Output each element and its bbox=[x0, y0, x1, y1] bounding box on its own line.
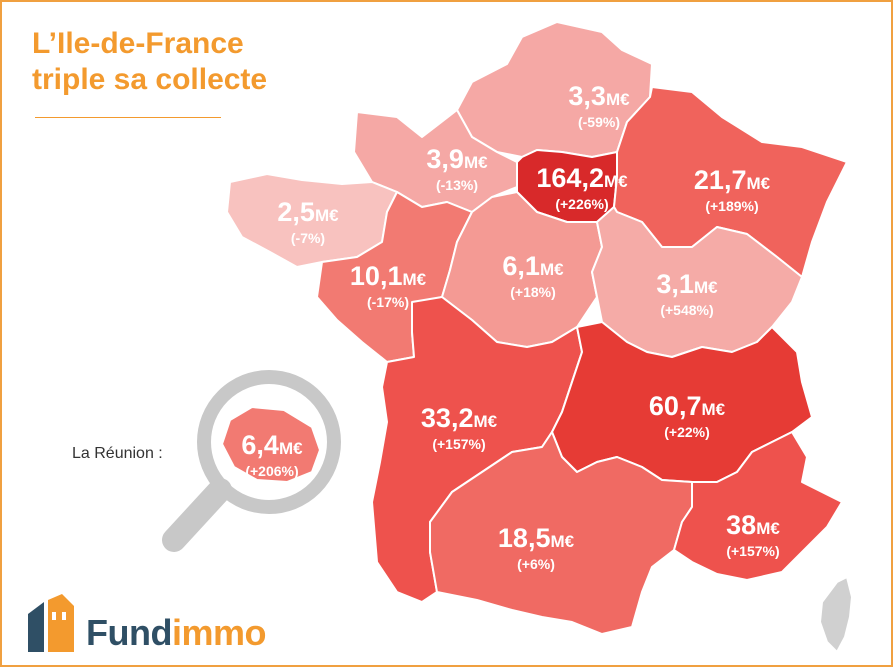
region-change-label: (+157%) bbox=[432, 436, 485, 452]
region-value-label: 6,4M€ bbox=[241, 430, 303, 460]
region-value-label: 6,1M€ bbox=[502, 251, 564, 281]
region-centre bbox=[441, 191, 603, 348]
region-change-label: (-17%) bbox=[367, 294, 409, 310]
fundimmo-logo-icon bbox=[28, 594, 74, 652]
brand-name-part1: Fund bbox=[86, 612, 172, 653]
region-change-label: (+157%) bbox=[726, 543, 779, 559]
region-occitanie bbox=[429, 431, 693, 635]
region-change-label: (+206%) bbox=[245, 463, 298, 479]
region-value-label: 164,2M€ bbox=[536, 163, 628, 193]
title-divider bbox=[35, 117, 221, 118]
region-value-label: 3,9M€ bbox=[426, 144, 488, 174]
reunion-label: La Réunion : bbox=[72, 445, 163, 462]
region-value-label: 10,1M€ bbox=[350, 261, 427, 291]
region-change-label: (+6%) bbox=[517, 556, 555, 572]
region-change-label: (+189%) bbox=[705, 198, 758, 214]
region-value-label: 2,5M€ bbox=[277, 197, 339, 227]
region-corse bbox=[819, 576, 853, 653]
region-change-label: (+548%) bbox=[660, 302, 713, 318]
magnifier-icon bbox=[162, 370, 341, 552]
region-value-label: 33,2M€ bbox=[421, 403, 498, 433]
region-value-label: 60,7M€ bbox=[649, 391, 726, 421]
region-value-label: 18,5M€ bbox=[498, 523, 575, 553]
region-value-label: 3,3M€ bbox=[568, 81, 630, 111]
region-la-reunion bbox=[221, 406, 321, 483]
region-change-label: (+18%) bbox=[510, 284, 556, 300]
title-line-1: L’Ile-de-France bbox=[32, 27, 244, 60]
region-change-label: (-59%) bbox=[578, 114, 620, 130]
region-paca bbox=[673, 431, 843, 581]
region-value-label: 3,1M€ bbox=[656, 269, 718, 299]
region-change-label: (-13%) bbox=[436, 177, 478, 193]
region-value-label: 21,7M€ bbox=[694, 165, 771, 195]
title-line-2: triple sa collecte bbox=[32, 63, 268, 96]
brand-name: Fundimmo bbox=[86, 612, 266, 654]
region-change-label: (+22%) bbox=[664, 424, 710, 440]
region-value-label: 38M€ bbox=[726, 510, 780, 540]
page-title: L’Ile-de-France triple sa collecte bbox=[32, 26, 267, 98]
region-change-label: (+226%) bbox=[555, 196, 608, 212]
brand-name-part2: immo bbox=[171, 612, 267, 653]
region-change-label: (-7%) bbox=[291, 230, 325, 246]
